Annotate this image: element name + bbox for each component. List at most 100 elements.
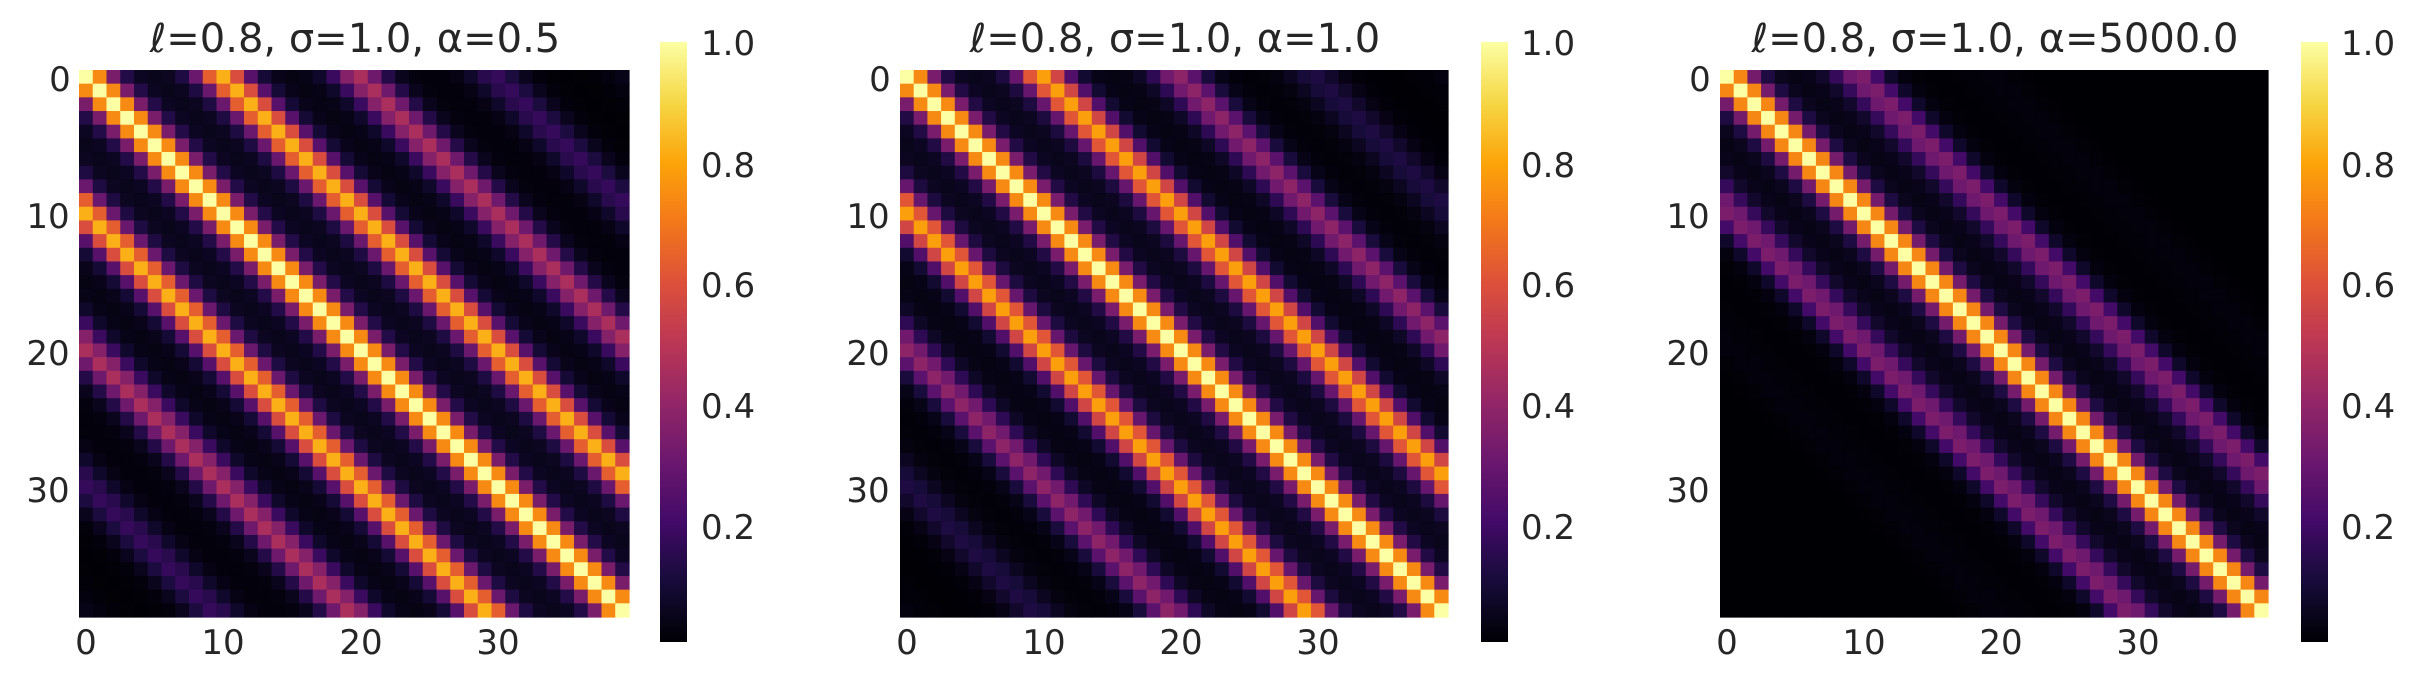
heatmap-cell xyxy=(1338,234,1353,249)
heatmap-cell xyxy=(574,562,589,577)
heatmap-cell xyxy=(2144,521,2159,536)
heatmap-cell xyxy=(477,398,493,413)
heatmap-cell xyxy=(120,275,135,290)
heatmap-cell xyxy=(175,124,190,139)
heatmap-cell xyxy=(1365,562,1381,577)
heatmap-cell xyxy=(1324,384,1339,399)
heatmap-cell xyxy=(367,302,383,317)
heatmap-cell xyxy=(422,575,438,591)
heatmap-cell xyxy=(326,493,341,509)
heatmap-cell xyxy=(1146,507,1161,522)
heatmap-cell xyxy=(2144,302,2159,317)
heatmap-cell xyxy=(1037,220,1052,235)
heatmap-cell xyxy=(1857,411,1872,427)
heatmap-cell xyxy=(1857,83,1872,98)
heatmap-cell xyxy=(2226,275,2242,290)
heatmap-cell xyxy=(2199,83,2214,98)
heatmap-cell xyxy=(1966,370,1981,386)
heatmap-cell xyxy=(1733,329,1748,345)
heatmap-cell xyxy=(900,275,915,290)
heatmap-cell xyxy=(2240,398,2255,413)
heatmap-cell xyxy=(1324,138,1339,153)
heatmap-cell xyxy=(340,152,355,167)
heatmap-cell xyxy=(1774,480,1790,495)
heatmap-cell xyxy=(2172,575,2187,591)
heatmap-cell xyxy=(2048,425,2064,440)
heatmap-cell xyxy=(560,220,575,235)
heatmap-cell xyxy=(1297,165,1312,181)
heatmap-cell xyxy=(161,165,176,181)
heatmap-cell xyxy=(1352,83,1367,98)
heatmap-cell xyxy=(1898,493,1913,509)
heatmap-cell xyxy=(1269,466,1285,481)
heatmap-cell xyxy=(134,370,149,386)
heatmap-cell xyxy=(1720,302,1735,317)
heatmap-cell xyxy=(1420,548,1435,563)
heatmap-cell xyxy=(1829,83,1844,98)
heatmap-cell xyxy=(1146,562,1161,577)
heatmap-cell xyxy=(285,138,300,153)
heatmap-cell xyxy=(1078,179,1093,194)
heatmap-cell xyxy=(1091,548,1107,563)
heatmap-cell xyxy=(1023,548,1038,563)
heatmap-cell xyxy=(2158,165,2173,181)
heatmap-cell xyxy=(2103,575,2118,591)
heatmap-cell xyxy=(982,507,997,522)
heatmap-cell xyxy=(1857,165,1872,181)
heatmap-cell xyxy=(505,466,520,481)
heatmap-cell xyxy=(285,234,300,249)
heatmap-cell xyxy=(299,357,314,372)
heatmap-cell xyxy=(1393,480,1408,495)
heatmap-cell xyxy=(1132,316,1148,331)
heatmap-cell xyxy=(1324,452,1339,468)
heatmap-cell xyxy=(147,343,163,358)
heatmap-cell xyxy=(2035,288,2050,304)
heatmap-cell xyxy=(2240,261,2255,276)
heatmap-cell xyxy=(354,70,369,85)
heatmap-cell xyxy=(2035,138,2050,153)
heatmap-cell xyxy=(450,589,465,604)
heatmap-cell xyxy=(1747,425,1762,440)
heatmap-cell xyxy=(299,152,314,167)
heatmap-cell xyxy=(1297,234,1312,249)
heatmap-cell xyxy=(1050,316,1065,331)
heatmap-cell xyxy=(2254,179,2269,194)
heatmap-cell xyxy=(147,480,163,495)
heatmap-cell xyxy=(2007,507,2022,522)
heatmap-cell xyxy=(2226,603,2242,618)
heatmap-cell xyxy=(216,97,231,112)
heatmap-cell xyxy=(1160,152,1175,167)
heatmap-cell xyxy=(2213,480,2228,495)
heatmap-cell xyxy=(326,329,341,345)
heatmap-cell xyxy=(941,493,956,509)
heatmap-cell xyxy=(1720,343,1735,358)
heatmap-cell xyxy=(1078,124,1093,139)
heatmap-cell xyxy=(436,357,451,372)
heatmap-cell xyxy=(2021,247,2036,263)
heatmap-cell xyxy=(189,124,204,139)
heatmap-cell xyxy=(1966,507,1981,522)
heatmap-cell xyxy=(134,439,149,454)
heatmap-cell xyxy=(491,302,506,317)
heatmap-cell xyxy=(1870,234,1885,249)
heatmap-cell xyxy=(1174,521,1189,536)
heatmap-cell xyxy=(1898,111,1913,126)
heatmap-cell xyxy=(1434,138,1449,153)
heatmap-cell xyxy=(1365,261,1381,276)
heatmap-cell xyxy=(257,398,273,413)
heatmap-cell xyxy=(587,247,603,263)
heatmap-cell xyxy=(1160,261,1175,276)
heatmap-cell xyxy=(381,493,396,509)
heatmap-cell xyxy=(257,357,273,372)
heatmap-cell xyxy=(244,83,259,98)
heatmap-cell xyxy=(175,206,190,222)
heatmap-cell xyxy=(1050,165,1065,181)
heatmap-cell xyxy=(1733,534,1748,550)
heatmap-cell xyxy=(505,439,520,454)
heatmap-cell xyxy=(1338,152,1353,167)
heatmap-cell xyxy=(560,234,575,249)
heatmap-cell xyxy=(615,370,630,386)
heatmap-cell xyxy=(175,138,190,153)
heatmap-cell xyxy=(1925,384,1940,399)
heatmap-cell xyxy=(1174,234,1189,249)
